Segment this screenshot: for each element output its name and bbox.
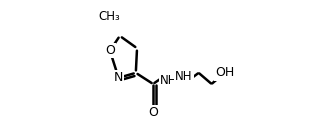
Text: O: O <box>105 44 115 57</box>
Text: NH: NH <box>175 70 193 83</box>
Text: CH₃: CH₃ <box>98 10 120 23</box>
Text: N: N <box>114 71 123 84</box>
Text: O: O <box>148 106 158 119</box>
Text: OH: OH <box>215 66 234 79</box>
Text: NH: NH <box>160 74 178 87</box>
